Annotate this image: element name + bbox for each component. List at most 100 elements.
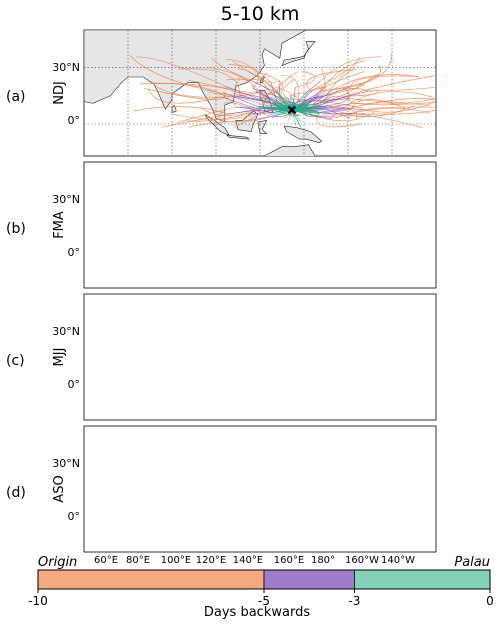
trajectory-origin-segment <box>237 68 286 100</box>
trajectory-origin-segment <box>172 113 255 120</box>
trajectory-origin-segment <box>342 96 436 103</box>
panel-season: ASO <box>52 475 67 502</box>
colorbar-axis-label: Days backwards <box>204 605 310 620</box>
panel-d: (d) ASO 30°N 0° <box>6 425 437 553</box>
lat-label-30n: 30°N <box>52 61 80 74</box>
lat-label-30n: 30°N <box>52 325 80 338</box>
trajectory-origin-segment <box>368 86 436 92</box>
trajectory-origin-segment <box>233 106 275 128</box>
trajectory-origin-segment <box>348 98 436 106</box>
trajectory-origin-segment <box>208 91 264 107</box>
lon-label-140e: 140°E <box>233 555 263 566</box>
colorbar-tick-label: -3 <box>348 594 360 608</box>
lat-label-0: 0° <box>68 378 81 391</box>
trajectory-near-target <box>271 109 292 113</box>
panel-season: FMA <box>52 211 67 239</box>
trajectory-origin-segment <box>346 98 436 110</box>
colorbar-origin-label: Origin <box>38 555 77 570</box>
trajectory-mid-segment <box>297 102 299 105</box>
map-frame <box>83 425 437 553</box>
map-frame <box>83 293 437 421</box>
trajectory-near-target <box>291 109 297 126</box>
panel-letter: (b) <box>6 221 26 237</box>
trajectory-near-target <box>290 95 293 110</box>
trajectory-origin-segment <box>316 71 365 98</box>
trajectory-origin-segment <box>237 92 266 99</box>
panel-season: MJJ <box>52 348 67 367</box>
trajectory-mid-segment <box>319 108 343 113</box>
trajectory-origin-segment <box>234 75 260 96</box>
trajectory-origin-segment <box>321 53 393 91</box>
graticule <box>84 30 436 156</box>
trajectory-mid-segment <box>312 90 333 105</box>
trajectory-mid-segment <box>225 86 257 99</box>
land-shape <box>226 134 250 140</box>
trajectory-origin-segment <box>367 109 436 115</box>
trajectory-mid-segment <box>308 105 329 108</box>
trajectory-mid-segment <box>293 87 296 98</box>
colorbar-segments <box>37 569 491 590</box>
trajectory-origin-segment <box>144 88 226 100</box>
trajectory-mid-segment <box>259 90 277 105</box>
trajectory-final-segment <box>281 111 295 118</box>
trajectory-origin-segment <box>218 110 271 123</box>
trajectory-mid-segment <box>270 115 282 118</box>
trajectory-origin-segment <box>349 75 418 88</box>
trajectory-mid-segment <box>249 112 273 114</box>
trajectory-origin-segment <box>318 68 326 97</box>
trajectory-origin-segment <box>148 88 222 104</box>
land-shape <box>283 125 323 144</box>
palau-marker <box>287 105 297 115</box>
lon-label-80e: 80°E <box>126 555 150 566</box>
trajectory-origin-segment <box>318 60 366 94</box>
land-shape <box>257 119 268 134</box>
lon-label-160e: 160°E <box>274 555 304 566</box>
trajectory-near-target <box>277 105 292 111</box>
trajectory-origin-segment <box>178 68 241 96</box>
trajectory-mid-segment <box>322 109 352 114</box>
trajectory-origin-segment <box>281 74 300 103</box>
colorbar-segment <box>353 569 491 590</box>
lat-label-0: 0° <box>68 114 81 127</box>
trajectory-origin-segment <box>306 69 357 92</box>
trajectory-origin-segment <box>211 57 250 81</box>
trajectory-origin-segment <box>161 110 252 128</box>
trajectory-mid-segment <box>252 88 280 98</box>
trajectory-near-target <box>291 109 320 115</box>
lon-label-140w: 140°W <box>381 555 415 566</box>
trajectory-origin-segment <box>257 71 283 96</box>
lon-label-60e: 60°E <box>94 555 118 566</box>
trajectory-origin-segment <box>331 105 414 117</box>
trajectory-origin-segment <box>306 114 363 118</box>
trajectory-origin-segment <box>226 59 272 83</box>
panel-a: (a) NDJ 30°N 0° <box>6 29 437 157</box>
trajectory-origin-segment <box>228 64 259 89</box>
trajectory-mid-segment <box>240 106 273 114</box>
trajectory-origin-segment <box>295 70 316 88</box>
trajectory-origin-segment <box>290 86 326 97</box>
trajectory-mid-segment <box>221 96 255 109</box>
colorbar-tick-label: -5 <box>258 594 270 608</box>
trajectory-origin-segment <box>319 56 382 82</box>
trajectory-mid-segment <box>303 92 309 103</box>
trajectory-origin-segment <box>362 100 436 113</box>
colorbar-ticks: -10 -5 -3 0 <box>28 589 494 608</box>
colorbar: Origin Palau -10 -5 -3 0 Days backwards <box>28 555 494 620</box>
lat-label-30n: 30°N <box>52 193 80 206</box>
trajectory-near-target <box>271 109 293 119</box>
lat-label-30n: 30°N <box>52 457 80 470</box>
trajectory-mid-segment <box>322 103 353 109</box>
land-shape <box>84 30 307 123</box>
lon-label-100e: 100°E <box>161 555 191 566</box>
lat-label-0: 0° <box>68 510 81 523</box>
trajectory-origin-segment <box>350 99 406 110</box>
panel-letter: (a) <box>6 89 26 105</box>
map-frame <box>83 161 437 289</box>
trajectory-mid-segment <box>249 79 277 94</box>
lon-labels: 60°E 80°E 100°E 120°E 140°E 160°E 180° 1… <box>94 555 415 566</box>
trajectory-mid-segment <box>267 112 277 116</box>
trajectory-origin-segment <box>177 106 241 123</box>
figure-title: 5-10 km <box>221 3 300 25</box>
colorbar-tick-label: 0 <box>486 594 494 608</box>
